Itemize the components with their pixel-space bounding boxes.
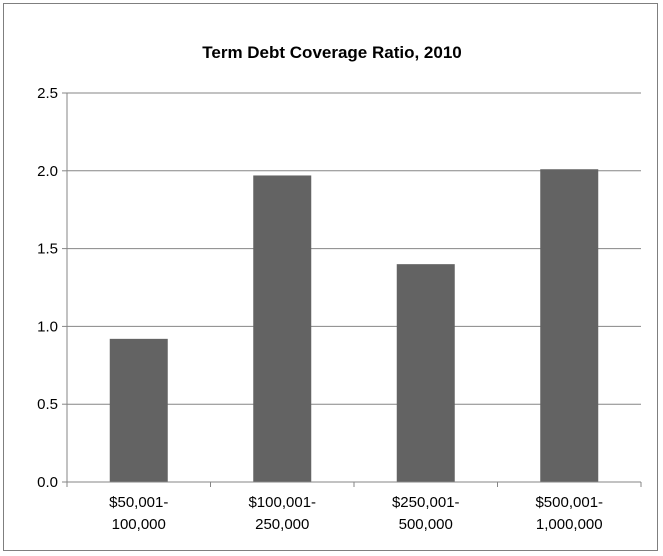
x-tick-labels: $50,001- 100,000 $100,001- 250,000 $250,001-… [109, 494, 603, 533]
y-tick-labels: 0.0 0.5 1.0 1.5 2.0 2.5 [37, 85, 58, 491]
y-tick-label: 1.5 [37, 241, 58, 258]
chart-frame: Term Debt Coverage Ratio, 2010 0.0 0.5 1.0… [3, 3, 658, 551]
x-tick-label: 1,000,000 [536, 516, 603, 533]
axes [62, 92, 642, 487]
bar [253, 175, 312, 482]
x-tick-label: $500,001- [535, 494, 603, 511]
x-tick-label: $250,001- [392, 494, 460, 511]
x-tick-label: 500,000 [399, 516, 453, 533]
y-tick-label: 0.5 [37, 396, 58, 413]
y-tick-label: 2.0 [37, 163, 58, 180]
x-tick-label: 250,000 [255, 516, 309, 533]
bars [109, 169, 599, 482]
bar [396, 264, 455, 482]
y-tick-label: 2.5 [37, 85, 58, 102]
x-tick-label: $100,001- [248, 494, 316, 511]
bar [109, 338, 168, 482]
y-tick-label: 0.0 [37, 474, 58, 491]
bar [540, 169, 599, 482]
chart: Term Debt Coverage Ratio, 2010 0.0 0.5 1.0… [37, 43, 642, 533]
chart-title: Term Debt Coverage Ratio, 2010 [202, 43, 462, 62]
x-tick-label: $50,001- [109, 494, 168, 511]
x-tick-label: 100,000 [112, 516, 166, 533]
y-tick-label: 1.0 [37, 318, 58, 335]
